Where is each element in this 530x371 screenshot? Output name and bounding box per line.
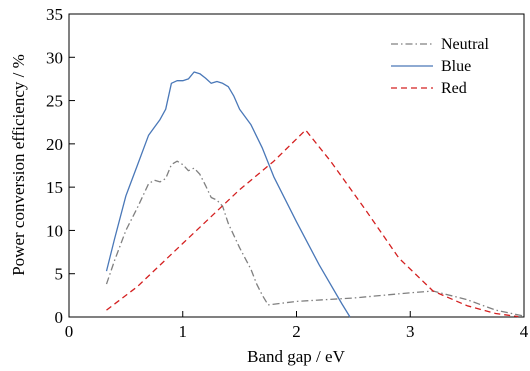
series-line-neutral: [105, 160, 525, 317]
x-tick-label-4: 4: [520, 322, 529, 341]
legend-label-neutral: Neutral: [441, 36, 490, 53]
legend: Neutral Blue Red: [391, 36, 490, 97]
y-tick-label-2: 10: [46, 221, 63, 240]
x-tick-label-3: 3: [406, 322, 415, 341]
y-tick-label-7: 35: [46, 5, 63, 24]
series-line-blue: [105, 71, 351, 318]
x-tick-label-2: 2: [292, 322, 301, 341]
legend-label-red: Red: [441, 80, 467, 97]
x-tick-label-0: 0: [65, 322, 74, 341]
ticks: 0 1 2 3 4 0 5 10 15 20 25 30 35: [46, 5, 529, 341]
legend-label-blue: Blue: [441, 58, 471, 75]
y-tick-label-3: 15: [46, 178, 63, 197]
y-tick-label-1: 5: [55, 265, 64, 284]
y-tick-label-0: 0: [55, 308, 64, 327]
y-axis-label: Power conversion efficiency / %: [9, 54, 28, 276]
x-axis-label: Band gap / eV: [247, 347, 345, 366]
series-line-red: [106, 129, 519, 318]
series-lines: [105, 71, 525, 318]
y-tick-label-4: 20: [46, 135, 63, 154]
y-tick-label-6: 30: [46, 48, 63, 67]
y-tick-label-5: 25: [46, 92, 63, 111]
x-tick-label-1: 1: [179, 322, 188, 341]
